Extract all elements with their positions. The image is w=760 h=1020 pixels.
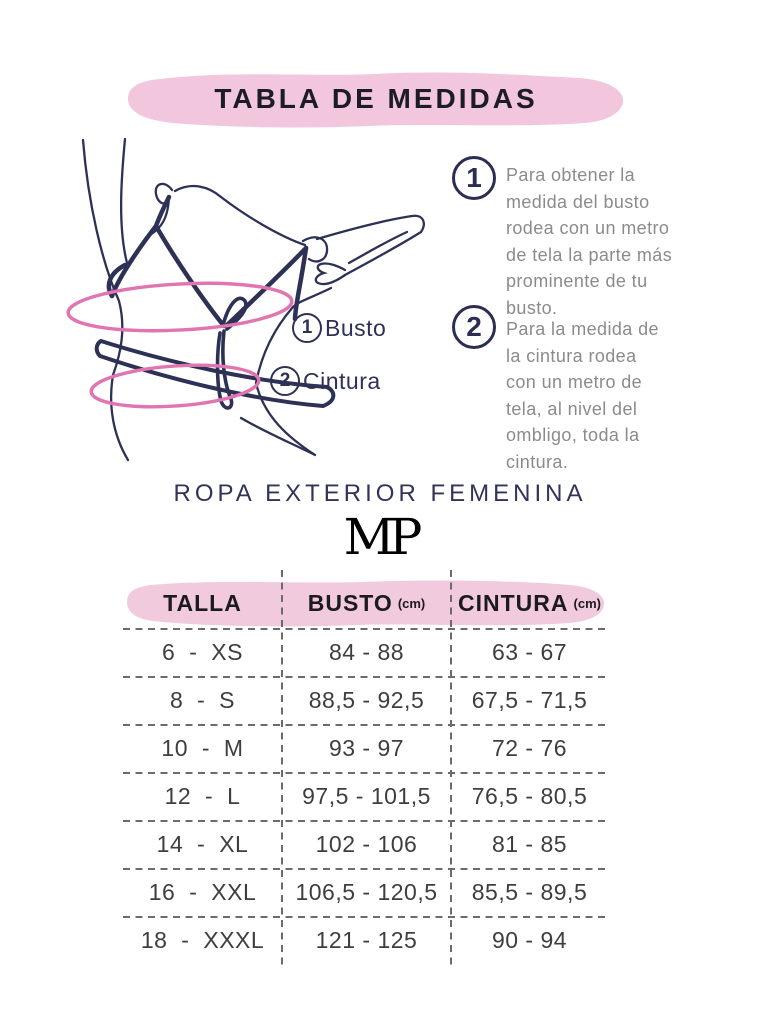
bust-measure-ellipse: [66, 281, 294, 333]
row-divider: [123, 868, 608, 870]
page-title: TABLA DE MEDIDAS: [214, 83, 538, 114]
cell-talla: 18 - XXXL: [140, 926, 265, 953]
cell-busto: 97,5 - 101,5: [302, 782, 431, 809]
cell-busto: 88,5 - 92,5: [308, 686, 425, 713]
column-divider: [281, 570, 283, 967]
waist-measure-ellipse: [89, 363, 261, 409]
step-1-badge: 1: [452, 156, 496, 200]
cell-busto: 121 - 125: [315, 926, 418, 953]
cell-talla: 14 - XL: [156, 830, 249, 857]
cell-busto: 93 - 97: [328, 734, 405, 761]
cell-cintura: 76,5 - 80,5: [471, 782, 588, 809]
table-row: 18 - XXXL 121 - 125 90 - 94: [123, 916, 608, 964]
header-label: CINTURA: [458, 589, 569, 616]
cell-cintura: 90 - 94: [491, 926, 568, 953]
title-blob-shape: [128, 72, 624, 128]
bust-number-badge: 1: [292, 313, 322, 343]
row-divider: [123, 676, 608, 678]
waist-number-badge: 2: [270, 366, 300, 396]
body-outline: [81, 137, 425, 462]
brand-logo: MP: [343, 508, 423, 566]
table-row: 6 - XS 84 - 88 63 - 67: [123, 628, 608, 676]
table-header-row: TALLA BUSTO (cm) CINTURA (cm): [123, 578, 608, 628]
cell-talla: 8 - S: [169, 686, 236, 713]
row-divider: [123, 772, 608, 774]
cell-cintura: 63 - 67: [491, 638, 568, 665]
table-header-banner: [123, 578, 608, 628]
table-row: 12 - L 97,5 - 101,5 76,5 - 80,5: [123, 772, 608, 820]
cell-busto: 102 - 106: [315, 830, 418, 857]
title-banner: TABLA DE MEDIDAS: [122, 68, 630, 130]
row-divider: [123, 916, 608, 918]
waist-label: 2 Cintura: [270, 366, 381, 396]
table-row: 10 - M 93 - 97 72 - 76: [123, 724, 608, 772]
cell-talla: 6 - XS: [162, 638, 243, 665]
cell-talla: 12 - L: [164, 782, 241, 809]
bust-label-text: Busto: [325, 314, 387, 341]
cell-talla: 16 - XXL: [148, 878, 257, 905]
cell-cintura: 67,5 - 71,5: [471, 686, 588, 713]
cell-talla: 10 - M: [161, 734, 244, 761]
row-divider: [123, 724, 608, 726]
table-row: 8 - S 88,5 - 92,5 67,5 - 71,5: [123, 676, 608, 724]
step-2-badge: 2: [452, 305, 496, 349]
cell-cintura: 85,5 - 89,5: [471, 878, 588, 905]
section-title: ROPA EXTERIOR FEMENINA: [173, 480, 587, 507]
column-header-talla: TALLA: [123, 578, 282, 628]
header-unit: (cm): [573, 595, 601, 611]
step-1-instructions: Para obtener la medida del busto rodea c…: [506, 165, 673, 318]
header-label: TALLA: [163, 589, 242, 616]
bust-label: 1 Busto: [292, 313, 386, 343]
table-row: 16 - XXL 106,5 - 120,5 85,5 - 89,5: [123, 868, 608, 916]
cell-cintura: 72 - 76: [491, 734, 568, 761]
cell-cintura: 81 - 85: [491, 830, 568, 857]
waist-label-text: Cintura: [303, 367, 381, 394]
step-2-instructions: Para la medida de la cintura rodea con u…: [506, 319, 659, 472]
column-header-busto: BUSTO (cm): [282, 578, 451, 628]
row-divider: [123, 820, 608, 822]
column-divider: [450, 570, 452, 967]
cell-busto: 106,5 - 120,5: [295, 878, 438, 905]
size-table: TALLA BUSTO (cm) CINTURA (cm) 6 - XS 84 …: [123, 570, 608, 968]
header-label: BUSTO: [307, 589, 393, 616]
row-divider: [123, 628, 608, 630]
column-header-cintura: CINTURA (cm): [451, 578, 608, 628]
figure-illustration: [66, 137, 425, 462]
table-row: 14 - XL 102 - 106 81 - 85: [123, 820, 608, 868]
table-header-blob-shape: [127, 580, 605, 627]
cell-busto: 84 - 88: [328, 638, 405, 665]
header-unit: (cm): [397, 595, 426, 611]
